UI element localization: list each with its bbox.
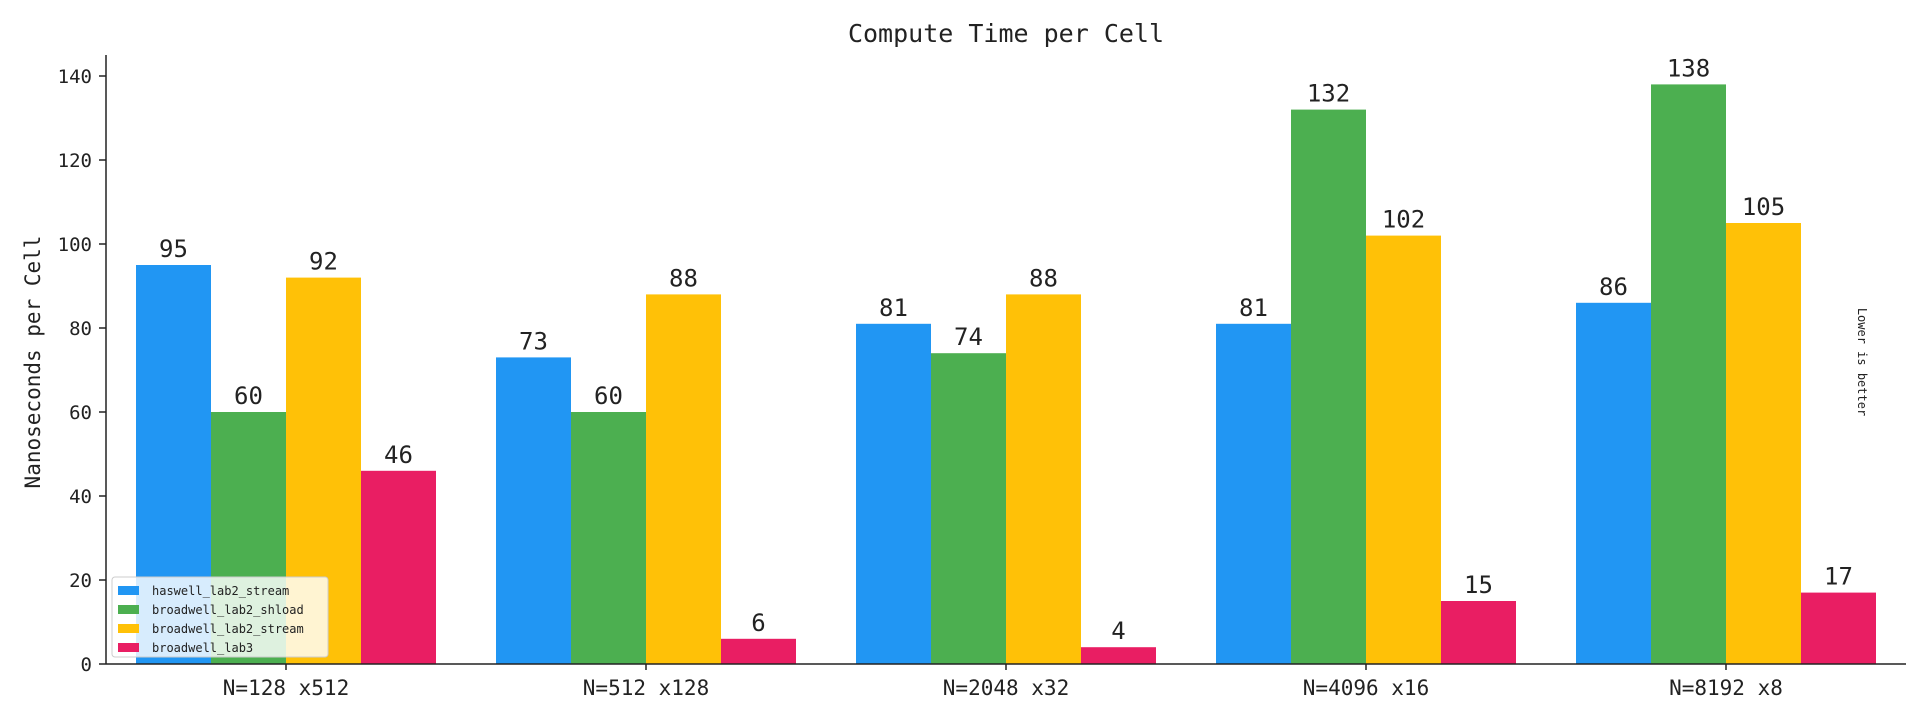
data-label: 60	[234, 382, 263, 410]
data-label: 132	[1307, 80, 1350, 108]
legend-swatch	[118, 643, 139, 652]
bar-broadwell_lab2_shload-3	[1291, 109, 1366, 665]
data-label: 88	[669, 264, 698, 292]
y-tick-label: 120	[58, 150, 92, 172]
x-tick-label: N=8192 x8	[1669, 676, 1783, 700]
legend-box	[111, 576, 329, 658]
data-label: 17	[1824, 563, 1853, 591]
bar-broadwell_lab2_stream-2	[1006, 294, 1081, 664]
data-label: 15	[1464, 571, 1493, 599]
legend-swatch	[118, 605, 139, 614]
y-tick-label: 0	[81, 654, 92, 676]
data-label: 138	[1667, 54, 1710, 82]
legend-swatch	[118, 624, 139, 633]
data-label: 4	[1111, 617, 1125, 645]
data-label: 86	[1599, 273, 1628, 301]
data-label: 105	[1742, 193, 1785, 221]
legend-label: broadwell_lab2_stream	[152, 622, 304, 636]
axes-layer: N=128 x512 N=512 x128 N=2048 x32 N=4096 x16…	[58, 55, 1906, 700]
bar-broadwell_lab3-2	[1081, 647, 1156, 664]
bar-haswell_lab2_stream-3	[1216, 323, 1291, 664]
bar-broadwell_lab3-4	[1801, 592, 1876, 664]
legend: haswell_lab2_stream broadwell_lab2_shload…	[111, 576, 329, 658]
y-tick-label: 140	[58, 66, 92, 88]
lower-is-better-note: Lower is better	[1855, 308, 1869, 416]
bar-haswell_lab2_stream-2	[856, 323, 931, 664]
bar-broadwell_lab2_shload-4	[1651, 84, 1726, 664]
legend-label: haswell_lab2_stream	[152, 584, 289, 598]
y-tick-label: 100	[58, 234, 92, 256]
y-axis-label: Nanoseconds per Cell	[21, 236, 45, 489]
data-label: 6	[751, 609, 765, 637]
bar-haswell_lab2_stream-4	[1576, 302, 1651, 664]
data-label: 73	[519, 327, 548, 355]
bar-broadwell_lab3-3	[1441, 601, 1516, 664]
x-tick-label: N=4096 x16	[1303, 676, 1429, 700]
bar-broadwell_lab2_stream-3	[1366, 235, 1441, 664]
bar-haswell_lab2_stream-1	[496, 357, 571, 664]
data-label: 88	[1029, 264, 1058, 292]
x-tick-label: N=128 x512	[223, 676, 349, 700]
bar-broadwell_lab2_shload-2	[931, 353, 1006, 664]
legend-label: broadwell_lab2_shload	[152, 603, 304, 617]
bar-broadwell_lab3-1	[721, 638, 796, 664]
data-labels-layer: 95 60 92 46 73 60 88 6 81 74 88 4 81 132 102 15 86 138 105…	[159, 54, 1853, 645]
data-label: 81	[879, 294, 908, 322]
y-tick-label: 60	[69, 402, 92, 424]
y-tick-label: 40	[69, 486, 92, 508]
data-label: 92	[309, 248, 338, 276]
legend-swatch	[118, 586, 139, 595]
x-tick-label: N=512 x128	[583, 676, 709, 700]
data-label: 60	[594, 382, 623, 410]
data-label: 74	[954, 323, 983, 351]
bar-broadwell_lab2_stream-1	[646, 294, 721, 664]
bars-layer	[136, 84, 1876, 665]
data-label: 81	[1239, 294, 1268, 322]
legend-label: broadwell_lab3	[152, 641, 253, 655]
chart-title: Compute Time per Cell	[848, 19, 1164, 48]
y-tick-label: 80	[69, 318, 92, 340]
bar-broadwell_lab2_stream-4	[1726, 223, 1801, 664]
x-tick-label: N=2048 x32	[943, 676, 1069, 700]
data-label: 46	[384, 441, 413, 469]
data-label: 95	[159, 235, 188, 263]
bar-broadwell_lab3-0	[361, 470, 436, 664]
data-label: 102	[1382, 206, 1425, 234]
bar-broadwell_lab2_shload-1	[571, 412, 646, 664]
y-tick-label: 20	[69, 570, 92, 592]
